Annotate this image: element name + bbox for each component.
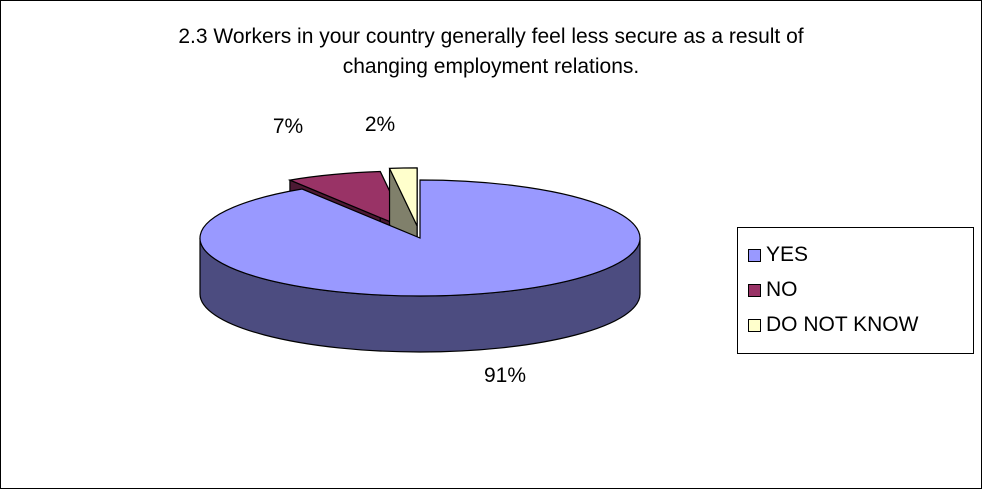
legend: YES NO DO NOT KNOW xyxy=(737,227,974,354)
legend-swatch-no xyxy=(748,283,761,297)
legend-swatch-yes xyxy=(748,248,761,262)
pie-tops xyxy=(199,179,641,353)
slice-yes xyxy=(199,179,641,353)
slice-top-no xyxy=(287,170,410,231)
legend-item-no: NO xyxy=(748,275,798,305)
legend-label-yes: YES xyxy=(766,243,809,266)
data-label-no: 7% xyxy=(273,115,303,138)
pie-labels: 91% 7% 2% xyxy=(273,113,526,387)
legend-swatch-do-not-know xyxy=(748,318,761,332)
data-label-yes: 91% xyxy=(484,364,526,387)
legend-item-yes: YES xyxy=(748,240,808,270)
data-label-do-not-know: 2% xyxy=(365,113,395,136)
slice-top-do-not-know xyxy=(388,167,418,227)
legend-label-do-not-know: DO NOT KNOW xyxy=(766,313,919,336)
chart-title: 2.3 Workers in your country generally fe… xyxy=(178,25,804,78)
slice-top-yes xyxy=(199,179,641,297)
legend-label-no: NO xyxy=(766,278,798,301)
legend-item-do-not-know: DO NOT KNOW xyxy=(748,310,918,340)
